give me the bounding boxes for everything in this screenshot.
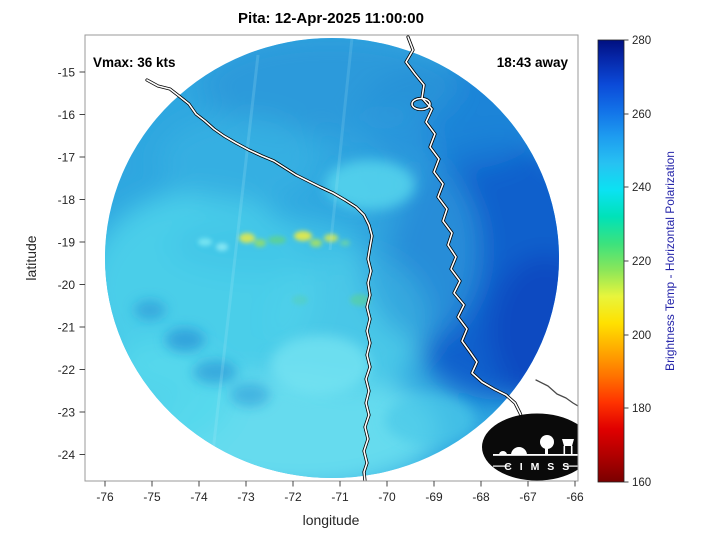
x-tick-label: -68 (472, 490, 490, 504)
y-tick-label: -15 (58, 66, 76, 80)
x-tick-label: -71 (331, 490, 349, 504)
colorbar-tick-label: 260 (632, 109, 651, 121)
colorbar-tick-marks (624, 39, 629, 483)
y-tick-labels: -15 -16 -17 -18 -19 -20 -21 -22 -23 -24 (58, 66, 76, 463)
colorbar-label: Brightness Temp - Horizontal Polarizatio… (663, 151, 677, 371)
x-tick-label: -69 (425, 490, 443, 504)
y-tick-label: -17 (58, 151, 76, 165)
y-tick-label: -22 (58, 363, 76, 377)
colorbar-gradient (597, 39, 625, 483)
cimss-logo-art (493, 435, 578, 467)
y-tick-label: -23 (58, 406, 76, 420)
x-axis-label: longitude (303, 512, 360, 528)
y-tick-label: -21 (58, 321, 76, 335)
axes-box (84, 34, 579, 482)
y-tick-marks (79, 71, 85, 455)
map-overlays (145, 35, 578, 481)
colorbar-tick-label: 160 (632, 477, 651, 489)
colorbar-tick-label: 200 (632, 330, 651, 342)
time-away-annotation: 18:43 away (497, 55, 569, 70)
cimss-logo: C I M S S (482, 413, 578, 481)
y-tick-label: -20 (58, 278, 76, 292)
x-tick-label: -70 (378, 490, 396, 504)
y-tick-label: -19 (58, 236, 76, 250)
x-tick-label: -74 (190, 490, 208, 504)
x-tick-label: -73 (237, 490, 255, 504)
figure-title: Pita: 12-Apr-2025 11:00:00 (238, 10, 424, 27)
swath-convective-cells (198, 231, 370, 306)
cimss-logo-text: C I M S S (504, 461, 571, 473)
colorbar-tick-label: 180 (632, 403, 651, 415)
colorbar: 280 260 240 220 200 180 160 Brightness T… (597, 35, 677, 489)
y-tick-label: -24 (58, 448, 76, 462)
x-tick-labels: -76 -75 -74 -73 -72 -71 -70 -69 -68 -67 … (96, 490, 584, 504)
vmax-annotation: Vmax: 36 kts (93, 55, 176, 70)
x-tick-label: -76 (96, 490, 114, 504)
colorbar-tick-label: 280 (632, 35, 651, 47)
colorbar-tick-labels: 280 260 240 220 200 180 160 (632, 35, 651, 489)
x-tick-label: -66 (566, 490, 584, 504)
x-tick-label: -75 (143, 490, 161, 504)
scan-edge-seams (208, 38, 354, 478)
gray-border-line (535, 379, 578, 407)
y-tick-label: -16 (58, 108, 76, 122)
colorbar-tick-label: 240 (632, 182, 651, 194)
x-tick-marks (104, 481, 576, 487)
y-axis-label: latitude (23, 235, 39, 280)
cimss-logo-oval (482, 413, 578, 481)
x-tick-label: -72 (284, 490, 302, 504)
swath-texture-medium (134, 160, 475, 445)
y-tick-label: -18 (58, 193, 76, 207)
colorbar-tick-label: 220 (632, 256, 651, 268)
x-tick-label: -67 (519, 490, 537, 504)
plot-area: C I M S S (105, 35, 578, 481)
coastline (146, 36, 525, 481)
